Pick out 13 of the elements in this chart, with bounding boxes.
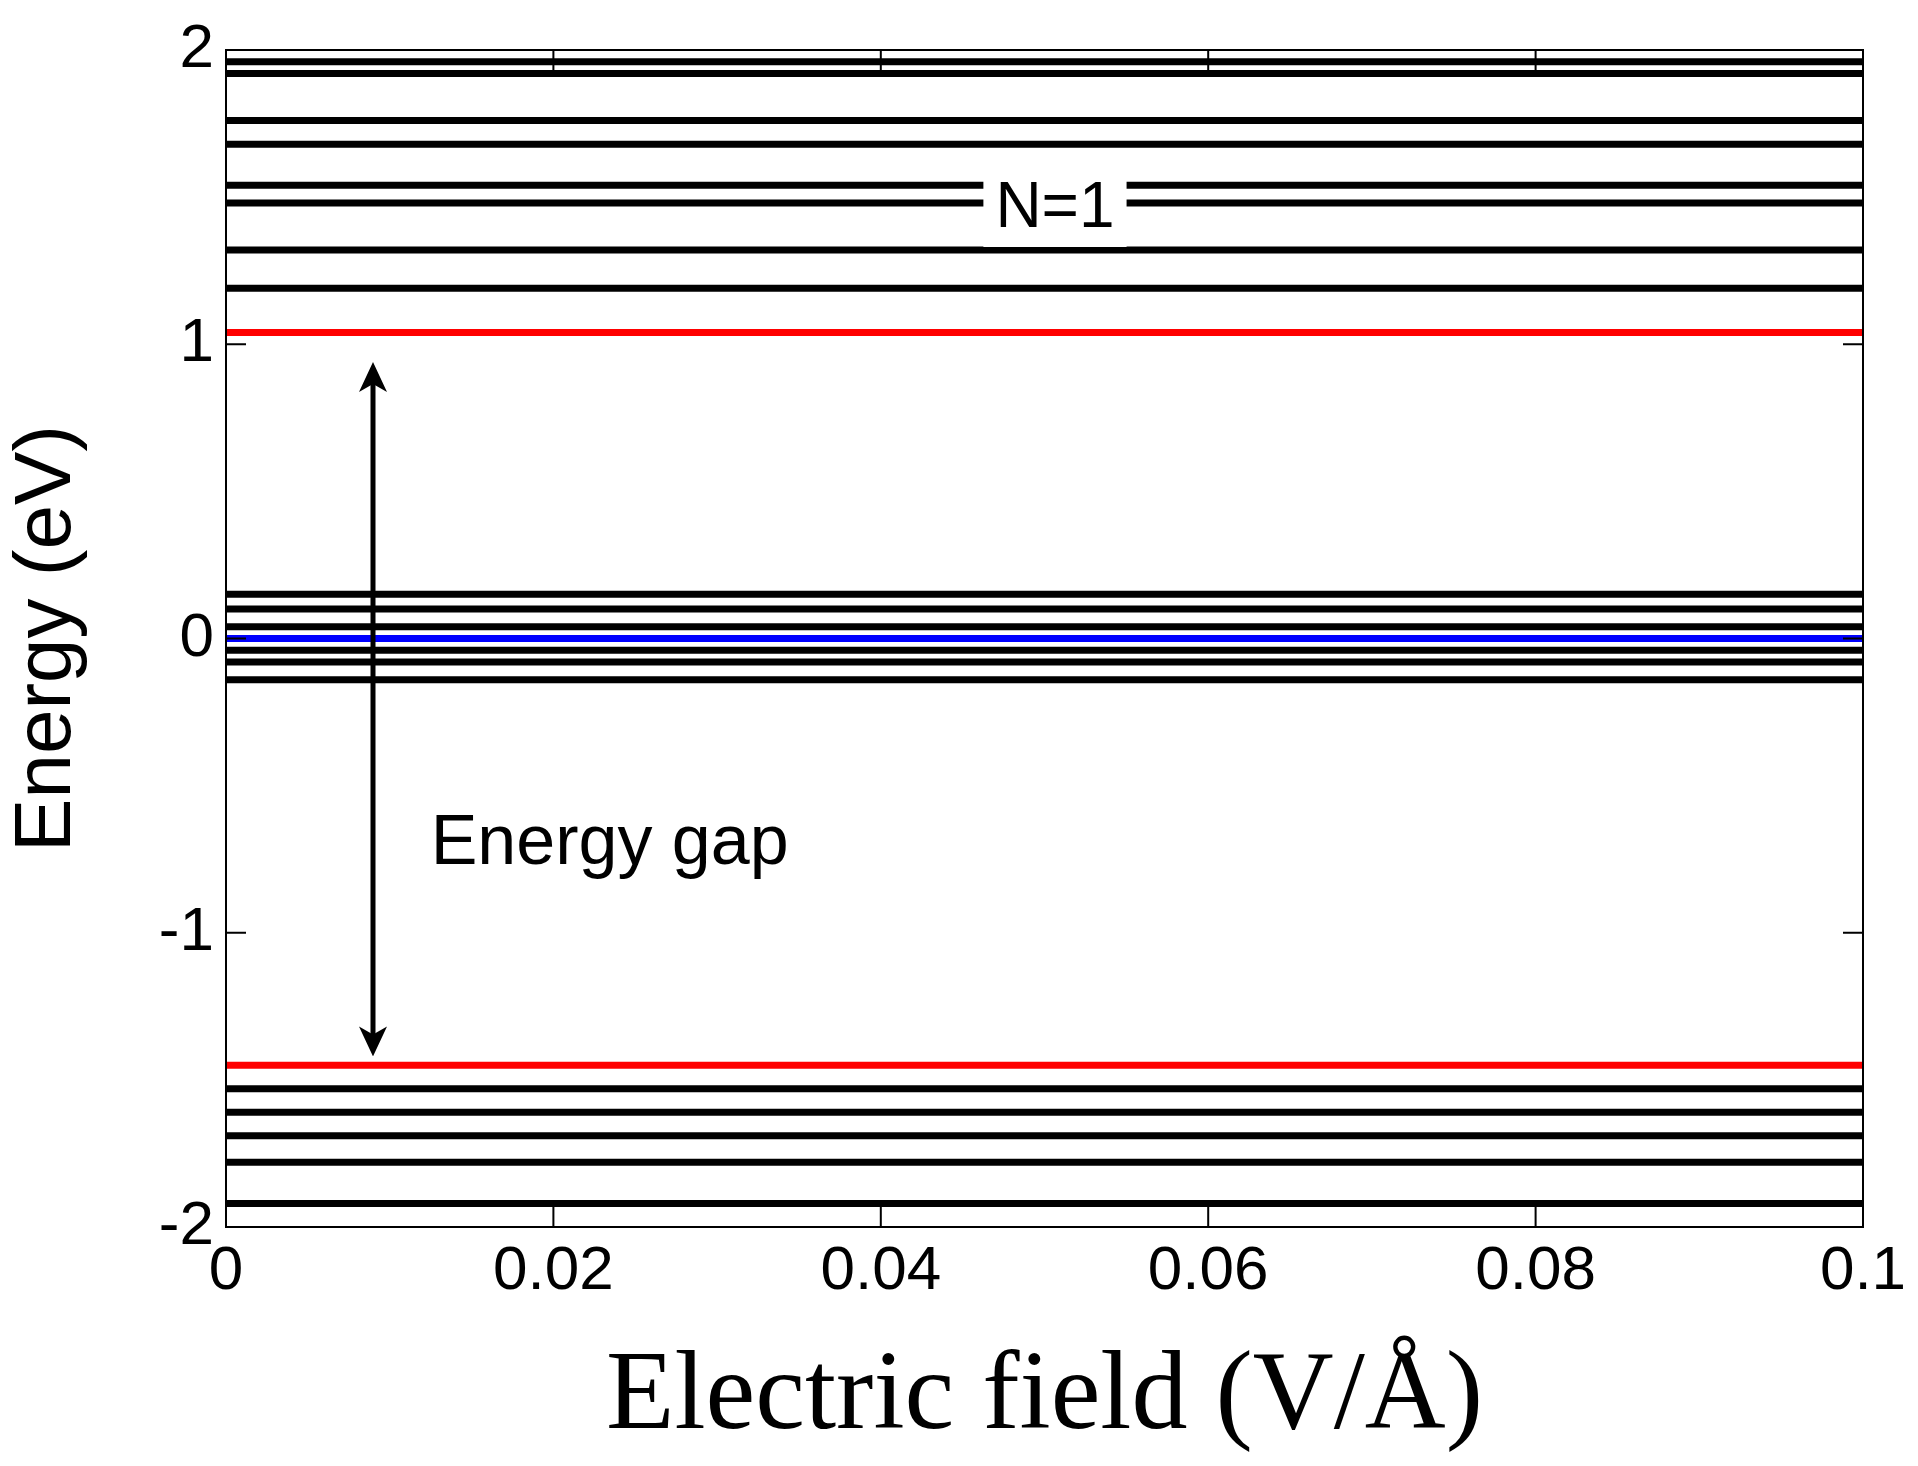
x-tick-label: 0.1 [1819, 1233, 1907, 1303]
x-tick-label: 0.04 [820, 1233, 942, 1303]
y-tick-label: 0 [179, 599, 214, 669]
y-tick-label: 1 [179, 305, 214, 375]
annotation: Energy gap [430, 800, 789, 879]
x-tick-label: 0.08 [1475, 1233, 1596, 1303]
y-tick-label: -1 [158, 893, 214, 963]
y-tick-label: 2 [179, 11, 214, 81]
x-tick-label: 0.06 [1147, 1233, 1269, 1303]
x-tick-label: 0.02 [493, 1233, 614, 1303]
annotation: N=1 [995, 168, 1115, 241]
x-axis-title: Electric field (V/Å) [606, 1328, 1483, 1453]
y-axis-title: Energy (eV) [0, 425, 88, 852]
